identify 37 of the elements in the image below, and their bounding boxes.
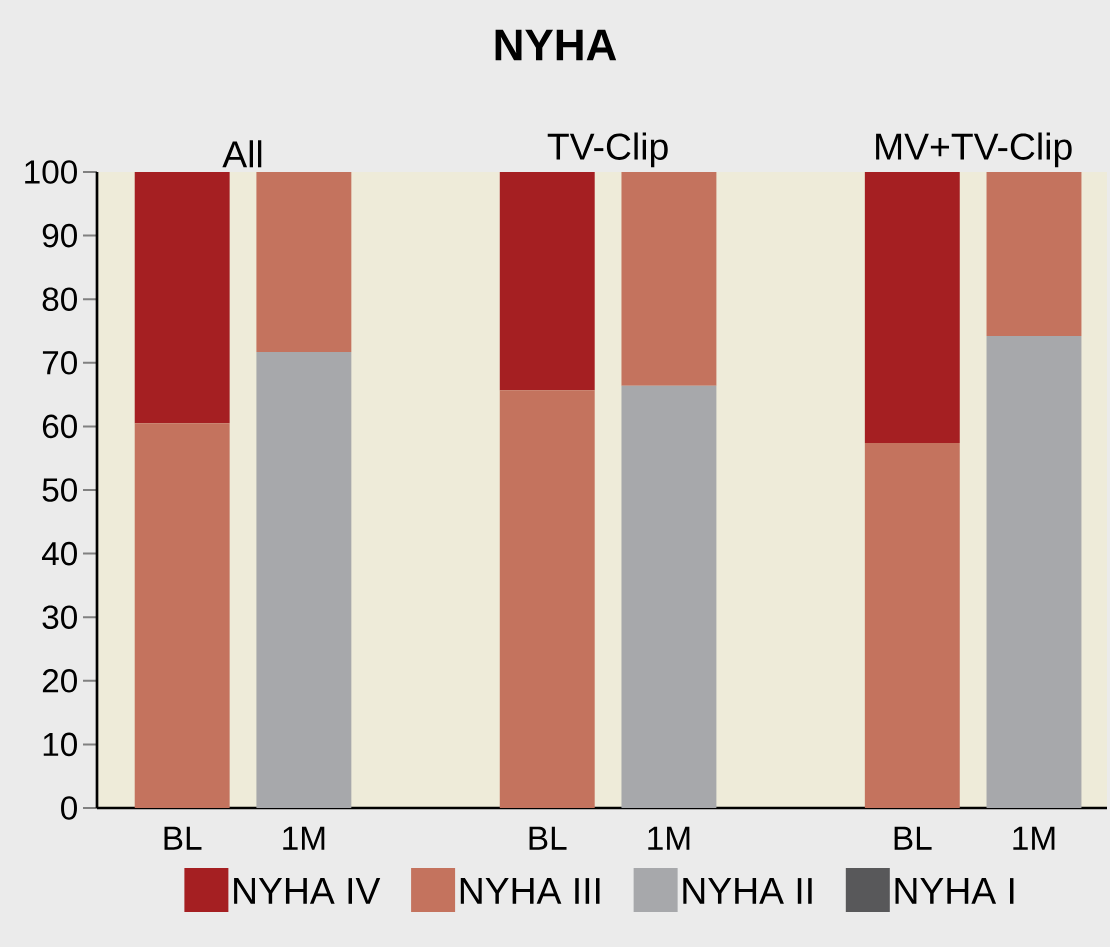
chart-title: NYHA <box>495 29 617 61</box>
x-tick-label: 1M <box>648 826 690 850</box>
x-tick-label: BL <box>894 826 932 850</box>
bar <box>499 172 595 391</box>
x-tick-label: BL <box>164 826 202 850</box>
bar <box>499 390 595 808</box>
legend-label: NYHA III <box>460 878 600 904</box>
bar <box>986 336 1082 808</box>
x-tick-label: 1M <box>283 826 325 850</box>
y-tick-label: 30 <box>42 605 77 630</box>
bar <box>864 442 960 808</box>
text: TV-Clip <box>547 132 668 168</box>
legend-label: NYHA I <box>895 878 1014 904</box>
y-tick-label: 80 <box>42 287 77 312</box>
text: MV+TV-Clip <box>876 132 1072 168</box>
bar <box>134 172 230 424</box>
bar <box>986 172 1082 337</box>
bar <box>621 172 717 386</box>
y-tick-label: 50 <box>42 478 77 502</box>
y-tick-label: 10 <box>43 732 77 757</box>
x-tick-label: 1M <box>1013 826 1055 850</box>
bar <box>134 423 230 808</box>
y-tick-label: 60 <box>42 414 77 439</box>
y-tick-label: 0 <box>61 796 77 820</box>
y-tick-label: 90 <box>42 223 77 248</box>
bar <box>256 351 352 808</box>
text: All <box>222 140 262 168</box>
legend-label: NYHA IV <box>234 878 381 904</box>
bar <box>256 172 352 352</box>
bar <box>864 172 960 443</box>
legend-label: NYHA II <box>683 878 812 904</box>
x-tick-label: BL <box>529 826 567 850</box>
y-tick-label: 20 <box>42 669 77 693</box>
y-tick-label: 100 <box>25 160 77 184</box>
bar <box>621 385 717 808</box>
y-tick-label: 70 <box>42 351 77 375</box>
y-tick-label: 40 <box>41 541 77 566</box>
